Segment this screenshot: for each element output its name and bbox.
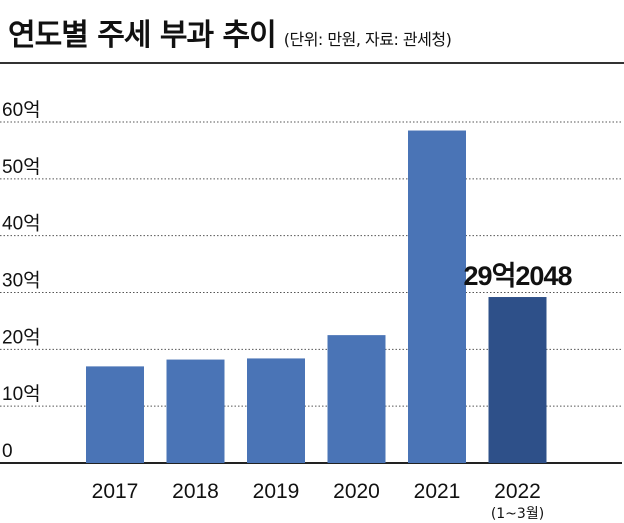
y-tick-label: 30억 [2,270,41,292]
y-tick-label: 20억 [2,326,41,348]
bar-2017 [86,366,144,463]
y-tick-label: 40억 [2,213,41,235]
data-label-2022: 29억2048 [464,261,573,291]
y-tick-label: 60억 [2,99,41,121]
title-block: 연도별 주세 부과 추이 (단위: 만원, 자료: 관세청) [8,10,452,53]
x-tick-label: 2020 [333,480,380,503]
x-tick-label: 2017 [92,480,139,503]
x-tick-label: 2019 [253,480,300,503]
bars [86,130,547,463]
chart-title: 연도별 주세 부과 추이 [8,18,277,53]
y-tick-label: 50억 [2,156,41,178]
x-tick-label: 2021 [414,480,461,503]
x-tick-label: 2018 [172,480,219,503]
y-axis-ticks: 0 10억 20억 30억 40억 50억 60억 [2,99,41,462]
chart-subtitle: (단위: 만원, 자료: 관세청) [283,30,452,49]
title-divider [0,62,624,64]
bar-2022 [488,297,547,463]
x-axis-labels: 2017 2018 2019 2020 2021 2022 (1~3월) [92,480,545,522]
bar-2020 [327,335,386,463]
y-tick-label: 0 [2,441,13,462]
data-labels: 29억2048 [464,261,574,291]
bar-2019 [247,358,305,463]
y-tick-label: 10억 [2,383,41,405]
x-tick-label: 2022 [494,480,541,503]
bar-2018 [166,359,225,463]
bar-2021 [408,130,466,463]
x-tick-sublabel: (1~3월) [491,506,544,522]
